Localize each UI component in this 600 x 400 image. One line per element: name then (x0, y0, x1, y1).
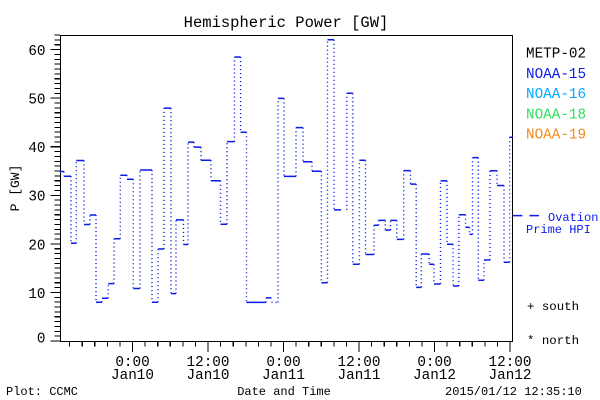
svg-text:+ south: + south (527, 300, 579, 314)
svg-text:Plot: CCMC: Plot: CCMC (6, 385, 78, 399)
svg-text:P [GW]: P [GW] (8, 165, 23, 212)
svg-text:0:00: 0:00 (266, 355, 300, 371)
svg-text:Jan11: Jan11 (338, 368, 381, 384)
svg-text:Hemispheric Power [GW]: Hemispheric Power [GW] (184, 14, 389, 32)
svg-text:NOAA-19: NOAA-19 (526, 128, 586, 144)
svg-text:0:00: 0:00 (417, 355, 451, 371)
svg-text:12:00: 12:00 (489, 355, 532, 371)
svg-text:10: 10 (28, 287, 45, 303)
svg-text:20: 20 (28, 238, 45, 254)
svg-text:Jan12: Jan12 (489, 368, 532, 384)
svg-text:0:00: 0:00 (115, 355, 149, 371)
svg-text:0: 0 (37, 332, 46, 348)
svg-text:2015/01/12 12:35:10: 2015/01/12 12:35:10 (445, 385, 582, 399)
svg-text:NOAA-15: NOAA-15 (526, 67, 586, 83)
svg-text:12:00: 12:00 (187, 355, 230, 371)
svg-text:12:00: 12:00 (338, 355, 381, 371)
svg-text:Jan10: Jan10 (187, 368, 230, 384)
svg-text:60: 60 (28, 44, 45, 60)
svg-text:NOAA-16: NOAA-16 (526, 87, 586, 103)
svg-text:Jan11: Jan11 (262, 368, 305, 384)
svg-text:METP-02: METP-02 (526, 47, 586, 63)
svg-text:Prime HPI: Prime HPI (526, 223, 591, 237)
svg-text:Date and Time: Date and Time (237, 385, 331, 399)
svg-text:NOAA-18: NOAA-18 (526, 107, 586, 123)
svg-text:Ovation: Ovation (548, 211, 598, 225)
svg-text:* north: * north (527, 334, 579, 348)
svg-text:30: 30 (28, 190, 45, 206)
svg-text:50: 50 (28, 93, 45, 109)
svg-text:40: 40 (28, 141, 45, 157)
svg-text:Jan10: Jan10 (111, 368, 154, 384)
svg-text:Jan12: Jan12 (413, 368, 456, 384)
